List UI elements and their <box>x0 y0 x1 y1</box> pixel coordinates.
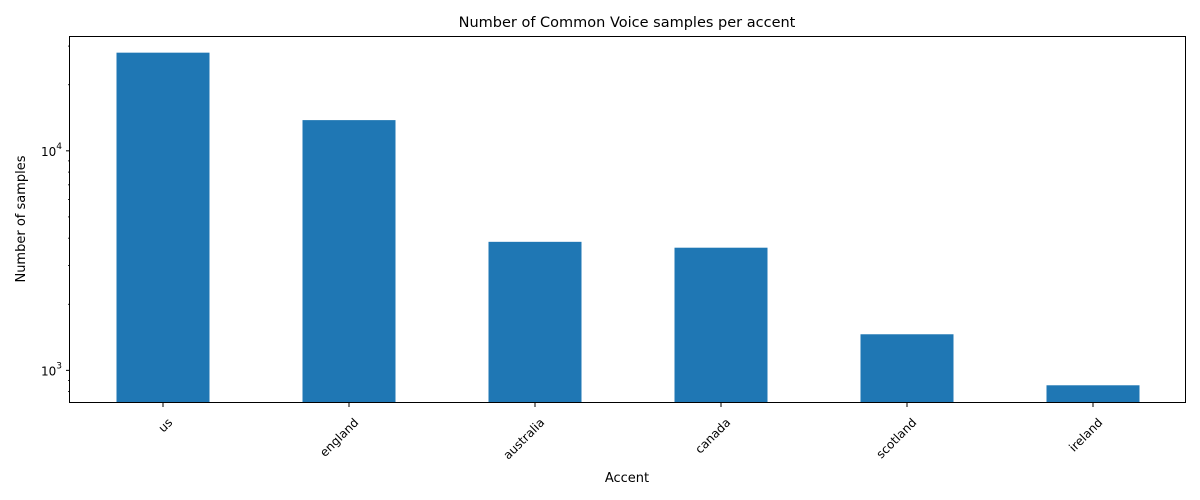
x-tick-label-scotland: scotland <box>874 415 920 461</box>
y-tick-label: 103 <box>41 361 62 378</box>
x-tick-label-england: england <box>317 415 361 459</box>
chart-title: Number of Common Voice samples per accen… <box>459 15 796 31</box>
x-axis-ticks: us england australia canada scotland ireland <box>156 403 1105 462</box>
x-tick-label-us: us <box>156 415 176 435</box>
y-tick-label: 104 <box>41 142 62 159</box>
bars-group <box>116 52 1140 404</box>
bar-scotland <box>860 334 954 403</box>
x-tick-label-canada: canada <box>692 415 733 456</box>
bar-england <box>302 120 396 404</box>
plot-area-frame <box>69 36 1186 403</box>
bar-ireland <box>1046 385 1140 403</box>
bar-us <box>116 52 210 404</box>
bar-australia <box>488 241 582 403</box>
x-tick-label-australia: australia <box>501 415 548 462</box>
x-tick-label-ireland: ireland <box>1066 415 1105 454</box>
x-axis-label: Accent <box>605 471 649 486</box>
y-axis-ticks: 103 104 <box>41 45 70 393</box>
bar-canada <box>674 247 768 403</box>
y-axis-label: Number of samples <box>14 155 29 282</box>
